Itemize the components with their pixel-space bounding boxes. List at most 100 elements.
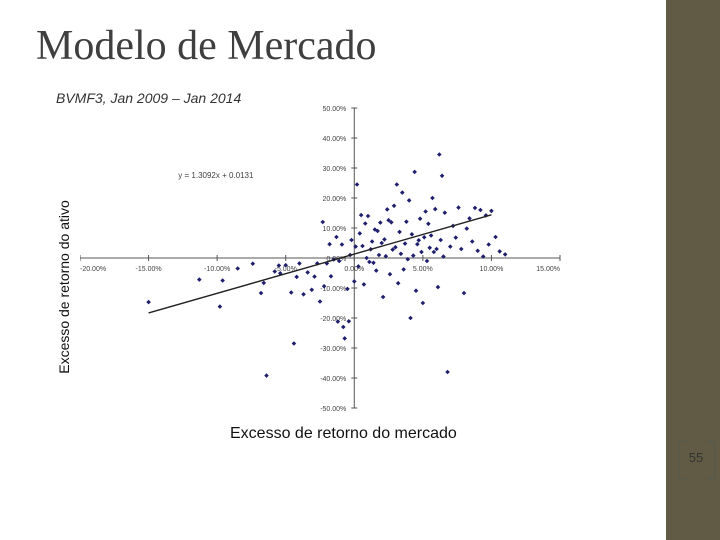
data-point [341, 324, 346, 330]
data-point [334, 234, 339, 240]
data-point [408, 315, 413, 321]
slide-sidebar-band [666, 0, 720, 540]
data-point [461, 290, 467, 296]
data-point [380, 294, 386, 300]
trendline-equation: y = 1.3092x + 0.0131 [178, 171, 254, 180]
data-point [423, 209, 428, 214]
data-point [220, 278, 225, 283]
y-tick-label: 50.00% [323, 106, 347, 113]
data-point [387, 271, 393, 277]
data-point [399, 190, 405, 195]
data-point [395, 280, 401, 286]
y-axis-label: Excesso de retorno do ativo [56, 200, 72, 374]
data-point [356, 264, 361, 269]
data-point [297, 261, 302, 266]
data-point [309, 287, 315, 293]
data-point [373, 268, 379, 273]
x-tick-label: 5.00% [413, 266, 433, 273]
x-tick-label: -15.00% [136, 266, 162, 273]
y-tick-label: 10.00% [323, 226, 347, 233]
data-point [197, 277, 202, 282]
data-point [393, 244, 398, 250]
x-tick-label: 15.00% [536, 266, 560, 273]
data-point [327, 241, 332, 247]
data-point [375, 228, 380, 234]
data-point [276, 263, 282, 268]
data-point [447, 244, 453, 249]
data-point [410, 253, 416, 258]
data-point [250, 261, 256, 266]
data-point [439, 173, 445, 179]
data-point [383, 253, 389, 259]
data-point [419, 249, 424, 255]
data-point [351, 279, 357, 284]
data-point [456, 205, 461, 210]
data-point [354, 182, 360, 187]
data-point [217, 304, 223, 309]
data-point [445, 369, 450, 375]
data-point [384, 207, 390, 212]
data-point [416, 238, 422, 243]
data-point [434, 246, 439, 252]
data-point [342, 336, 347, 341]
data-point [272, 269, 278, 274]
x-tick-label: 0.00% [344, 266, 364, 273]
data-point [397, 229, 402, 235]
data-point [401, 267, 406, 272]
data-point [442, 210, 448, 215]
data-point [288, 290, 294, 295]
data-point [291, 341, 297, 346]
data-point [277, 271, 283, 276]
data-point [339, 242, 345, 247]
data-point [346, 319, 352, 324]
x-tick-label: 10.00% [480, 266, 504, 273]
data-point [146, 299, 151, 305]
y-tick-label: 20.00% [323, 196, 347, 203]
y-tick-label: -30.00% [320, 346, 346, 353]
slide-title: Modelo de Mercado [36, 23, 377, 69]
data-point [320, 219, 326, 225]
data-point [402, 241, 408, 246]
page-number-bracket-left [678, 440, 686, 480]
data-point [453, 235, 459, 240]
data-point [317, 299, 323, 304]
x-axis-label: Excesso de retorno do mercado [230, 425, 457, 442]
data-point [382, 237, 387, 242]
data-point [486, 242, 491, 247]
data-point [497, 249, 502, 254]
data-point [301, 292, 306, 297]
data-point [365, 213, 371, 219]
data-point [335, 319, 341, 324]
data-point [412, 169, 417, 175]
data-point [367, 259, 372, 265]
data-point [472, 205, 478, 211]
data-point [305, 270, 310, 275]
data-point [480, 254, 486, 259]
x-tick-label: -20.00% [80, 266, 106, 273]
data-point [404, 219, 409, 224]
x-tick-label: -10.00% [204, 266, 230, 273]
data-point [441, 254, 446, 259]
data-point [475, 248, 481, 254]
scatter-chart: 50.00% 40.00% 30.00% 20.00% 10.00% 0.00% -10.0… [79, 106, 561, 413]
data-point [489, 208, 494, 214]
data-point [406, 198, 412, 203]
data-point [349, 237, 354, 243]
data-point [283, 262, 289, 268]
trendline [148, 214, 492, 314]
data-point [483, 213, 489, 218]
y-tick-label: -20.00% [320, 316, 346, 323]
data-point [360, 243, 365, 249]
data-point [415, 241, 420, 247]
data-point [314, 261, 320, 266]
data-point [420, 300, 426, 306]
data-point [376, 252, 382, 258]
data-point [258, 290, 264, 296]
data-point [321, 283, 327, 289]
y-tick-label: -40.00% [320, 376, 346, 383]
data-point [431, 249, 437, 255]
data-point [421, 235, 427, 240]
data-point [294, 274, 299, 280]
x-tick-label: -5.00% [275, 266, 297, 273]
chart-subtitle: BVMF3, Jan 2009 – Jan 2014 [56, 90, 242, 106]
